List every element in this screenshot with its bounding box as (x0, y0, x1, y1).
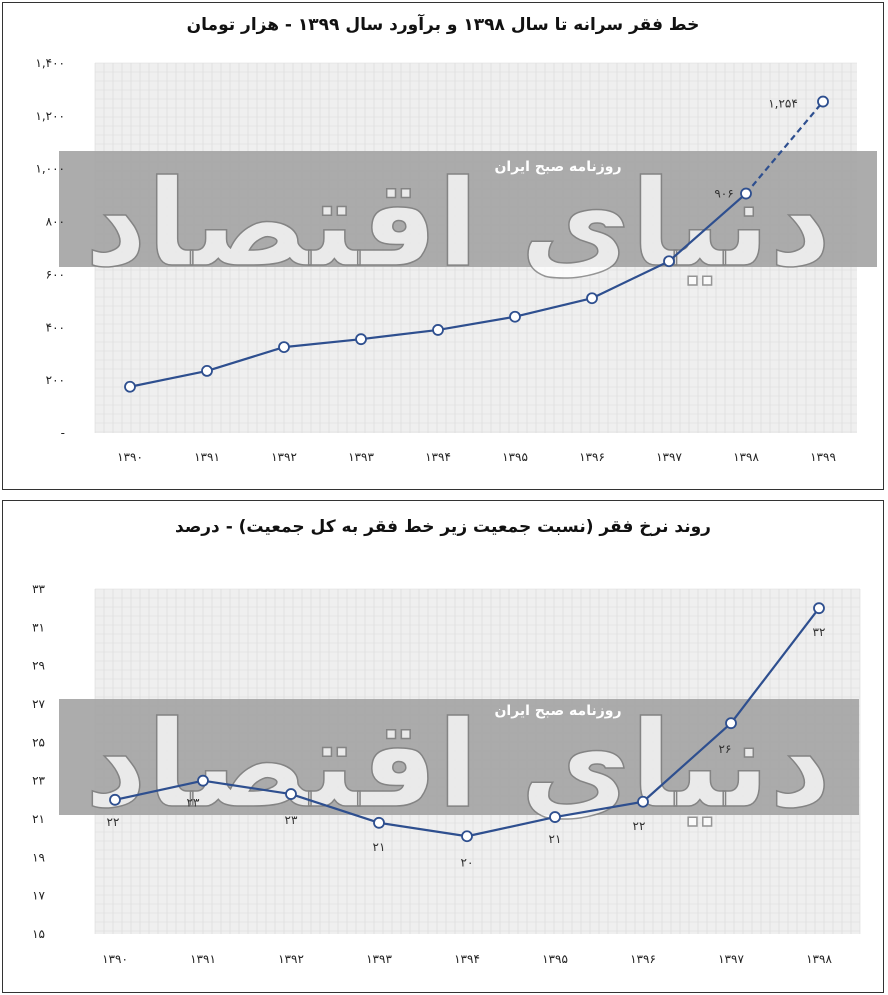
data-label: ۲۲ (633, 819, 646, 833)
data-point (278, 341, 290, 354)
x-tick-label: ۱۳۹۷ (656, 450, 682, 464)
y-tick-label: ۲۵ (32, 735, 45, 749)
data-label: ۲۶ (719, 742, 732, 756)
y-tick-label: ۲۳ (32, 774, 45, 788)
x-tick-label: ۱۳۹۴ (454, 952, 480, 966)
data-point (663, 255, 675, 268)
chart-title: خط فقر سرانه تا سال ۱۳۹۸ و برآورد سال ۱۳… (186, 15, 700, 35)
series-segment (668, 192, 747, 263)
series-segment (591, 260, 670, 300)
watermark-band (59, 151, 877, 267)
series-segment (730, 607, 820, 724)
x-tick-label: ۱۳۹۵ (542, 952, 568, 966)
data-point (740, 187, 752, 200)
data-label: ۲۱ (549, 832, 562, 846)
y-tick-label: ۲۷ (32, 697, 45, 711)
x-tick-label: ۱۳۹۱ (194, 450, 220, 464)
x-tick-label: ۱۳۹۸ (733, 450, 759, 464)
data-label: ۳۲ (813, 625, 826, 639)
data-label: ۲۱ (373, 840, 386, 854)
data-point (432, 324, 444, 336)
y-tick-label: ۱,۰۰۰ (35, 162, 65, 176)
series-segment (554, 800, 644, 819)
y-tick-label: ۴۰۰ (46, 320, 65, 334)
data-point (509, 310, 521, 323)
x-tick-label: ۱۳۹۳ (366, 952, 392, 966)
series-segment (206, 346, 285, 372)
data-point (461, 830, 473, 843)
chart-title: روند نرخ فقر (نسبت جمعیت زیر خط فقر به ک… (175, 517, 711, 537)
series-segment (290, 793, 380, 824)
y-tick-label: ۲۹ (32, 659, 45, 673)
y-tick-label: ۳۳ (32, 582, 45, 596)
watermark-band (59, 699, 859, 815)
data-point (124, 380, 136, 393)
chart-panel-poverty-rate: روند نرخ فقر (نسبت جمعیت زیر خط فقر به ک… (2, 500, 884, 993)
y-tick-label: ۲۰۰ (46, 373, 65, 387)
data-label: ۱,۲۵۴ (768, 97, 798, 111)
watermark-subtitle: روزنامه صبح ایران (494, 159, 621, 175)
chart-panel-poverty-line: خط فقر سرانه تا سال ۱۳۹۸ و برآورد سال ۱۳… (2, 2, 884, 490)
data-point (109, 793, 121, 806)
x-tick-label: ۱۳۹۵ (502, 450, 528, 464)
y-tick-label: ۲۱ (32, 812, 45, 826)
y-tick-label: ۶۰۰ (46, 267, 65, 281)
data-point (549, 811, 561, 823)
y-tick-label: ۳۱ (32, 620, 45, 634)
series-segment (437, 315, 516, 332)
series-segment (360, 328, 439, 341)
x-tick-label: ۱۳۹۸ (806, 952, 832, 966)
data-label: ۲۰ (461, 855, 474, 869)
data-label: ۲۳ (187, 796, 200, 810)
data-point (637, 795, 649, 808)
data-point (201, 364, 213, 377)
watermark-logo: دنیای اقتصاد (85, 155, 831, 294)
x-tick-label: ۱۳۹۰ (117, 450, 143, 464)
series-segment (642, 722, 732, 803)
x-tick-label: ۱۳۹۲ (271, 450, 297, 464)
data-label: ۲۳ (285, 813, 298, 827)
watermark-logo: دنیای اقتصاد (85, 696, 831, 835)
y-tick-label: ۱۹ (32, 850, 45, 864)
y-tick-label: ۱,۴۰۰ (35, 56, 65, 70)
series-segment (114, 779, 204, 801)
data-point (813, 602, 825, 615)
series-segment (466, 816, 556, 838)
data-label: ۲۲ (107, 815, 120, 829)
y-tick-label: ۱,۲۰۰ (35, 109, 65, 123)
x-tick-label: ۱۳۹۲ (278, 952, 304, 966)
data-point (373, 816, 385, 829)
x-tick-label: ۱۳۹۴ (425, 450, 451, 464)
x-tick-label: ۱۳۹۷ (718, 952, 744, 966)
data-point (355, 333, 367, 346)
series-segment (283, 338, 362, 349)
series-segment (202, 779, 292, 796)
x-tick-label: ۱۳۹۹ (810, 450, 836, 464)
y-tick-label: - (61, 426, 65, 440)
data-point (725, 717, 737, 730)
x-tick-label: ۱۳۹۶ (579, 450, 605, 464)
x-tick-label: ۱۳۹۱ (190, 952, 216, 966)
x-tick-label: ۱۳۹۰ (102, 952, 128, 966)
data-point (817, 95, 829, 108)
data-label: ۹۰۶ (714, 187, 733, 201)
watermark-subtitle: روزنامه صبح ایران (494, 703, 621, 719)
data-point (285, 788, 297, 800)
y-tick-label: ۱۵ (32, 927, 45, 941)
data-point (197, 774, 209, 787)
y-tick-label: ۱۷ (32, 889, 45, 903)
series-segment (514, 297, 593, 318)
y-tick-label: ۸۰۰ (46, 215, 65, 229)
x-tick-label: ۱۳۹۳ (348, 450, 374, 464)
x-tick-label: ۱۳۹۶ (630, 952, 656, 966)
series-segment (129, 369, 208, 388)
series-segment (378, 821, 468, 838)
data-point (586, 292, 598, 305)
